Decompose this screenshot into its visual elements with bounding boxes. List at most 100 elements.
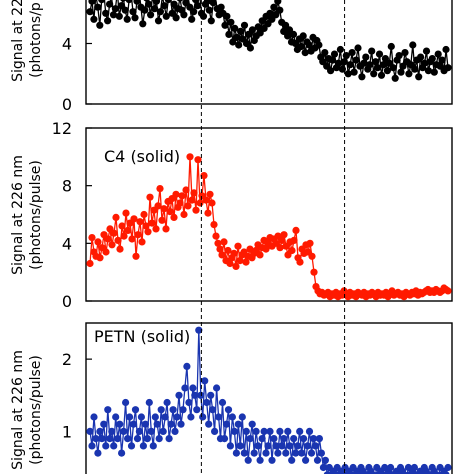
data-point [240, 449, 248, 457]
data-point [246, 435, 254, 443]
data-point [372, 58, 380, 66]
data-point [180, 11, 188, 19]
data-point [145, 0, 153, 8]
data-point [286, 442, 294, 450]
data-point [344, 70, 352, 78]
data-point [205, 420, 213, 428]
plot-frame [85, 322, 453, 474]
data-point [309, 435, 318, 443]
data-point [120, 232, 128, 240]
data-point [428, 55, 436, 63]
data-point [276, 244, 284, 252]
data-point [154, 202, 162, 210]
data-point [234, 242, 242, 250]
data-point [336, 45, 344, 54]
data-point [411, 65, 419, 73]
data-point [230, 249, 238, 257]
data-point [96, 21, 104, 29]
data-point [248, 26, 256, 34]
data-point [214, 239, 222, 247]
data-point [236, 257, 244, 265]
data-point [124, 226, 132, 234]
data-point [118, 222, 126, 230]
plot-frame [85, 127, 453, 302]
data-point [383, 67, 391, 75]
data-point [292, 226, 300, 234]
y-axis-label: (photons/p [28, 2, 44, 78]
data-point [138, 238, 146, 246]
data-point [175, 391, 183, 399]
data-point [317, 449, 325, 457]
data-point [232, 262, 240, 270]
data-point [104, 406, 112, 414]
y-tick-label: 0 [62, 292, 72, 311]
data-point [149, 442, 157, 450]
data-point [227, 18, 235, 26]
data-point [137, 413, 145, 421]
data-point [250, 449, 258, 457]
data-point [155, 435, 163, 443]
data-point [200, 172, 208, 180]
data-point [220, 435, 229, 443]
data-point [410, 463, 418, 472]
data-point [94, 3, 102, 11]
data-point [182, 186, 190, 194]
data-point [88, 442, 96, 450]
data-point [405, 70, 413, 78]
data-point [181, 384, 189, 392]
data-point [208, 199, 216, 207]
data-point [244, 456, 252, 464]
data-point [234, 420, 242, 428]
data-point [334, 59, 342, 67]
data-point [164, 0, 172, 4]
data-point [330, 50, 339, 58]
data-point [292, 449, 300, 457]
data-point [190, 189, 198, 197]
data-point [347, 471, 355, 474]
data-point [290, 435, 298, 443]
data-point [90, 15, 98, 23]
data-point [110, 229, 118, 237]
data-point [156, 185, 164, 193]
data-point [236, 442, 244, 450]
data-point [147, 11, 155, 19]
data-point [444, 463, 452, 472]
data-point [432, 471, 440, 474]
data-point [90, 413, 98, 421]
data-point [108, 427, 116, 435]
data-point [120, 427, 128, 435]
data-point [389, 64, 397, 72]
data-point [201, 377, 209, 385]
data-point [319, 463, 327, 472]
data-point [178, 192, 186, 200]
data-point [142, 222, 150, 230]
data-point [162, 225, 170, 233]
data-point [102, 442, 110, 450]
data-point [264, 442, 272, 450]
data-point [207, 391, 215, 399]
data-point [146, 193, 154, 201]
data-point [185, 398, 193, 407]
data-point [340, 58, 348, 66]
data-point [387, 42, 395, 51]
y-axis-label: Signal at 226 nm [10, 350, 26, 470]
data-point [321, 49, 329, 57]
panel-annotation: C4 (solid) [104, 147, 180, 166]
data-point [131, 14, 139, 22]
data-point [444, 287, 452, 295]
data-point [194, 2, 202, 10]
data-point [300, 435, 308, 443]
data-point [218, 398, 227, 407]
y-tick-label: 2 [62, 350, 72, 369]
data-point [294, 442, 302, 450]
data-point [391, 74, 399, 82]
data-point [358, 73, 366, 81]
data-point [233, 33, 241, 42]
data-point [225, 30, 233, 38]
data-point [346, 61, 354, 69]
data-point [280, 231, 288, 239]
data-point [136, 218, 144, 226]
panel-2: 0 4 8 12 Signal at 226 nm (photons/pulse) C4 (… [10, 119, 453, 311]
data-point [304, 442, 312, 450]
y-tick-label: 0 [62, 95, 72, 114]
